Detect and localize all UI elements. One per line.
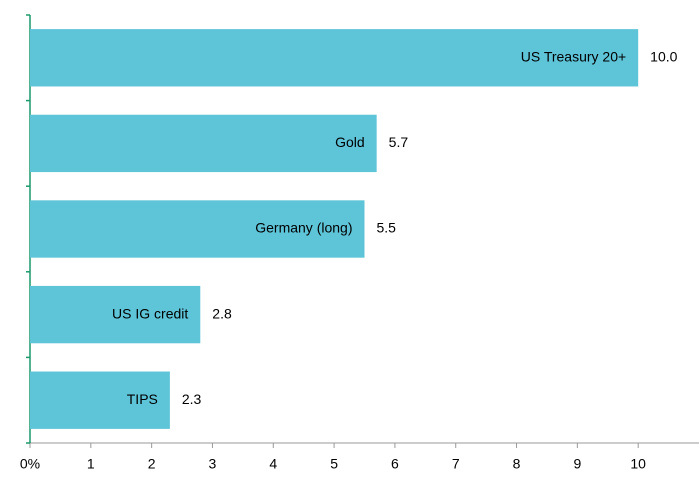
x-tick-label: 4 (269, 456, 277, 472)
bar (30, 200, 365, 258)
x-tick-label: 0% (20, 456, 40, 472)
bar (30, 114, 377, 173)
x-tick-label: 5 (330, 456, 338, 472)
value-label: 2.3 (182, 391, 202, 407)
x-tick-label: 7 (452, 456, 460, 472)
category-label: Germany (long) (255, 220, 352, 236)
value-label: 5.5 (377, 220, 397, 236)
x-tick-label: 10 (630, 456, 646, 472)
value-label: 5.7 (389, 134, 409, 150)
bar (30, 29, 639, 87)
bar (30, 285, 201, 344)
x-tick-label: 8 (513, 456, 521, 472)
value-label: 10.0 (650, 49, 677, 65)
x-tick-label: 1 (87, 456, 95, 472)
bar (30, 371, 170, 429)
x-tick-label: 9 (573, 456, 581, 472)
x-tick-label: 6 (391, 456, 399, 472)
category-label: US Treasury 20+ (521, 49, 626, 65)
category-label: Gold (335, 134, 365, 150)
value-label: 2.8 (212, 305, 232, 321)
category-label: TIPS (127, 391, 158, 407)
x-tick-label: 3 (209, 456, 217, 472)
x-tick-label: 2 (148, 456, 156, 472)
category-label: US IG credit (112, 305, 188, 321)
